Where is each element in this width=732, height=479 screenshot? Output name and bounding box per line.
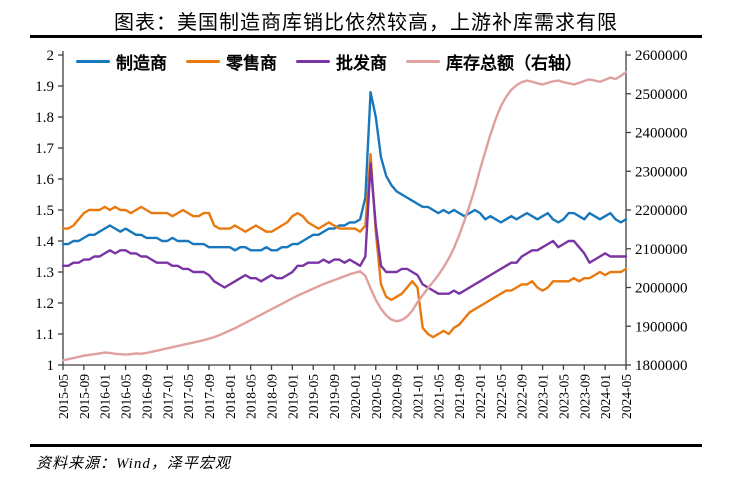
x-tick-label: 2017-09 bbox=[202, 374, 217, 419]
x-tick-label: 2021-01 bbox=[410, 374, 425, 419]
x-tick-label: 2018-09 bbox=[265, 374, 280, 419]
x-tick-label: 2016-09 bbox=[139, 374, 154, 419]
legend-line-swatch-retailer bbox=[186, 60, 220, 63]
legend-item-wholesaler: 批发商 bbox=[296, 49, 387, 74]
y-left-tick-label: 1.2 bbox=[35, 296, 54, 312]
chart-legend: 制造商 零售商 批发商 库存总额（右轴） bbox=[76, 49, 582, 74]
y-left-tick-label: 1.1 bbox=[35, 327, 54, 343]
x-tick-label: 2015-09 bbox=[77, 374, 92, 419]
source-divider bbox=[30, 444, 702, 447]
legend-line-swatch-manufacturer bbox=[76, 60, 110, 63]
y-left-tick-label: 1.3 bbox=[35, 265, 54, 281]
legend-item-total-inventory: 库存总额（右轴） bbox=[406, 49, 582, 74]
x-tick-label: 2019-05 bbox=[306, 374, 321, 419]
x-tick-label: 2020-01 bbox=[348, 374, 363, 419]
x-tick-label: 2023-09 bbox=[577, 374, 592, 419]
legend-item-manufacturer: 制造商 bbox=[76, 49, 167, 74]
y-right-tick-label: 2300000 bbox=[635, 164, 688, 180]
legend-label-retailer: 零售商 bbox=[226, 54, 277, 73]
legend-line-swatch-wholesaler bbox=[296, 60, 330, 63]
chart-svg: 2 1.9 1.8 1.7 1.6 1.5 1.4 1.3 1.2 1.1 1 2600000 2500… bbox=[35, 48, 688, 419]
y-left-tick-label: 1 bbox=[47, 358, 55, 374]
y-left-tick-label: 1.5 bbox=[35, 203, 54, 219]
legend-label-wholesaler: 批发商 bbox=[336, 54, 387, 73]
x-tick-label: 2019-01 bbox=[285, 374, 300, 419]
legend-label-total-inventory: 库存总额（右轴） bbox=[446, 54, 582, 73]
x-tick-label: 2021-09 bbox=[452, 374, 467, 419]
title-divider bbox=[30, 35, 702, 38]
x-tick-label: 2022-01 bbox=[473, 374, 488, 419]
source-note: 资料来源：Wind，泽平宏观 bbox=[36, 456, 231, 472]
x-tick-label: 2024-05 bbox=[619, 374, 634, 419]
x-tick-label: 2024-01 bbox=[598, 374, 613, 419]
x-tick-label: 2017-01 bbox=[160, 374, 175, 419]
x-tick-label: 2020-09 bbox=[390, 374, 405, 419]
x-tick-label: 2018-05 bbox=[244, 374, 259, 419]
legend-item-retailer: 零售商 bbox=[186, 49, 277, 74]
x-tick-label: 2023-01 bbox=[536, 374, 551, 419]
series-line-wholesaler bbox=[61, 162, 628, 295]
y-left-tick-label: 1.8 bbox=[35, 110, 54, 126]
x-tick-label: 2016-05 bbox=[119, 374, 134, 419]
y-right-tick-label: 2200000 bbox=[635, 203, 688, 219]
y-left-tick-label: 1.9 bbox=[35, 79, 54, 95]
series-line-total-inventory bbox=[61, 70, 628, 362]
series-line-manufacturer bbox=[61, 91, 628, 252]
y-left-tick-label: 1.4 bbox=[35, 234, 54, 250]
y-right-tick-label: 2100000 bbox=[635, 242, 688, 258]
legend-label-manufacturer: 制造商 bbox=[116, 54, 167, 73]
x-tick-label: 2022-05 bbox=[494, 374, 509, 419]
legend-line-swatch-total-inventory bbox=[406, 60, 440, 63]
chart-title: 图表：美国制造商库销比依然较高，上游补库需求有限 bbox=[114, 12, 618, 34]
x-tick-label: 2023-05 bbox=[556, 374, 571, 419]
y-right-tick-label: 2400000 bbox=[635, 126, 688, 142]
y-left-tick-label: 2 bbox=[47, 48, 55, 64]
x-tick-label: 2022-09 bbox=[515, 374, 530, 419]
y-right-tick-label: 2600000 bbox=[635, 48, 688, 64]
y-right-tick-label: 2000000 bbox=[635, 281, 688, 297]
series-line-retailer bbox=[61, 152, 628, 339]
y-left-tick-label: 1.6 bbox=[35, 172, 54, 188]
chart-area: 2 1.9 1.8 1.7 1.6 1.5 1.4 1.3 1.2 1.1 1 2600000 2500… bbox=[0, 37, 732, 443]
y-right-tick-label: 1900000 bbox=[635, 319, 688, 335]
x-tick-label: 2021-05 bbox=[431, 374, 446, 419]
x-tick-label: 2015-05 bbox=[56, 374, 71, 419]
x-tick-label: 2020-05 bbox=[369, 374, 384, 419]
y-left-tick-label: 1.7 bbox=[35, 141, 54, 157]
x-tick-label: 2019-09 bbox=[327, 374, 342, 419]
x-tick-label: 2017-05 bbox=[181, 374, 196, 419]
x-tick-label: 2016-01 bbox=[98, 374, 113, 419]
y-right-tick-label: 1800000 bbox=[635, 358, 688, 374]
y-right-tick-label: 2500000 bbox=[635, 87, 688, 103]
x-tick-label: 2018-01 bbox=[223, 374, 238, 419]
